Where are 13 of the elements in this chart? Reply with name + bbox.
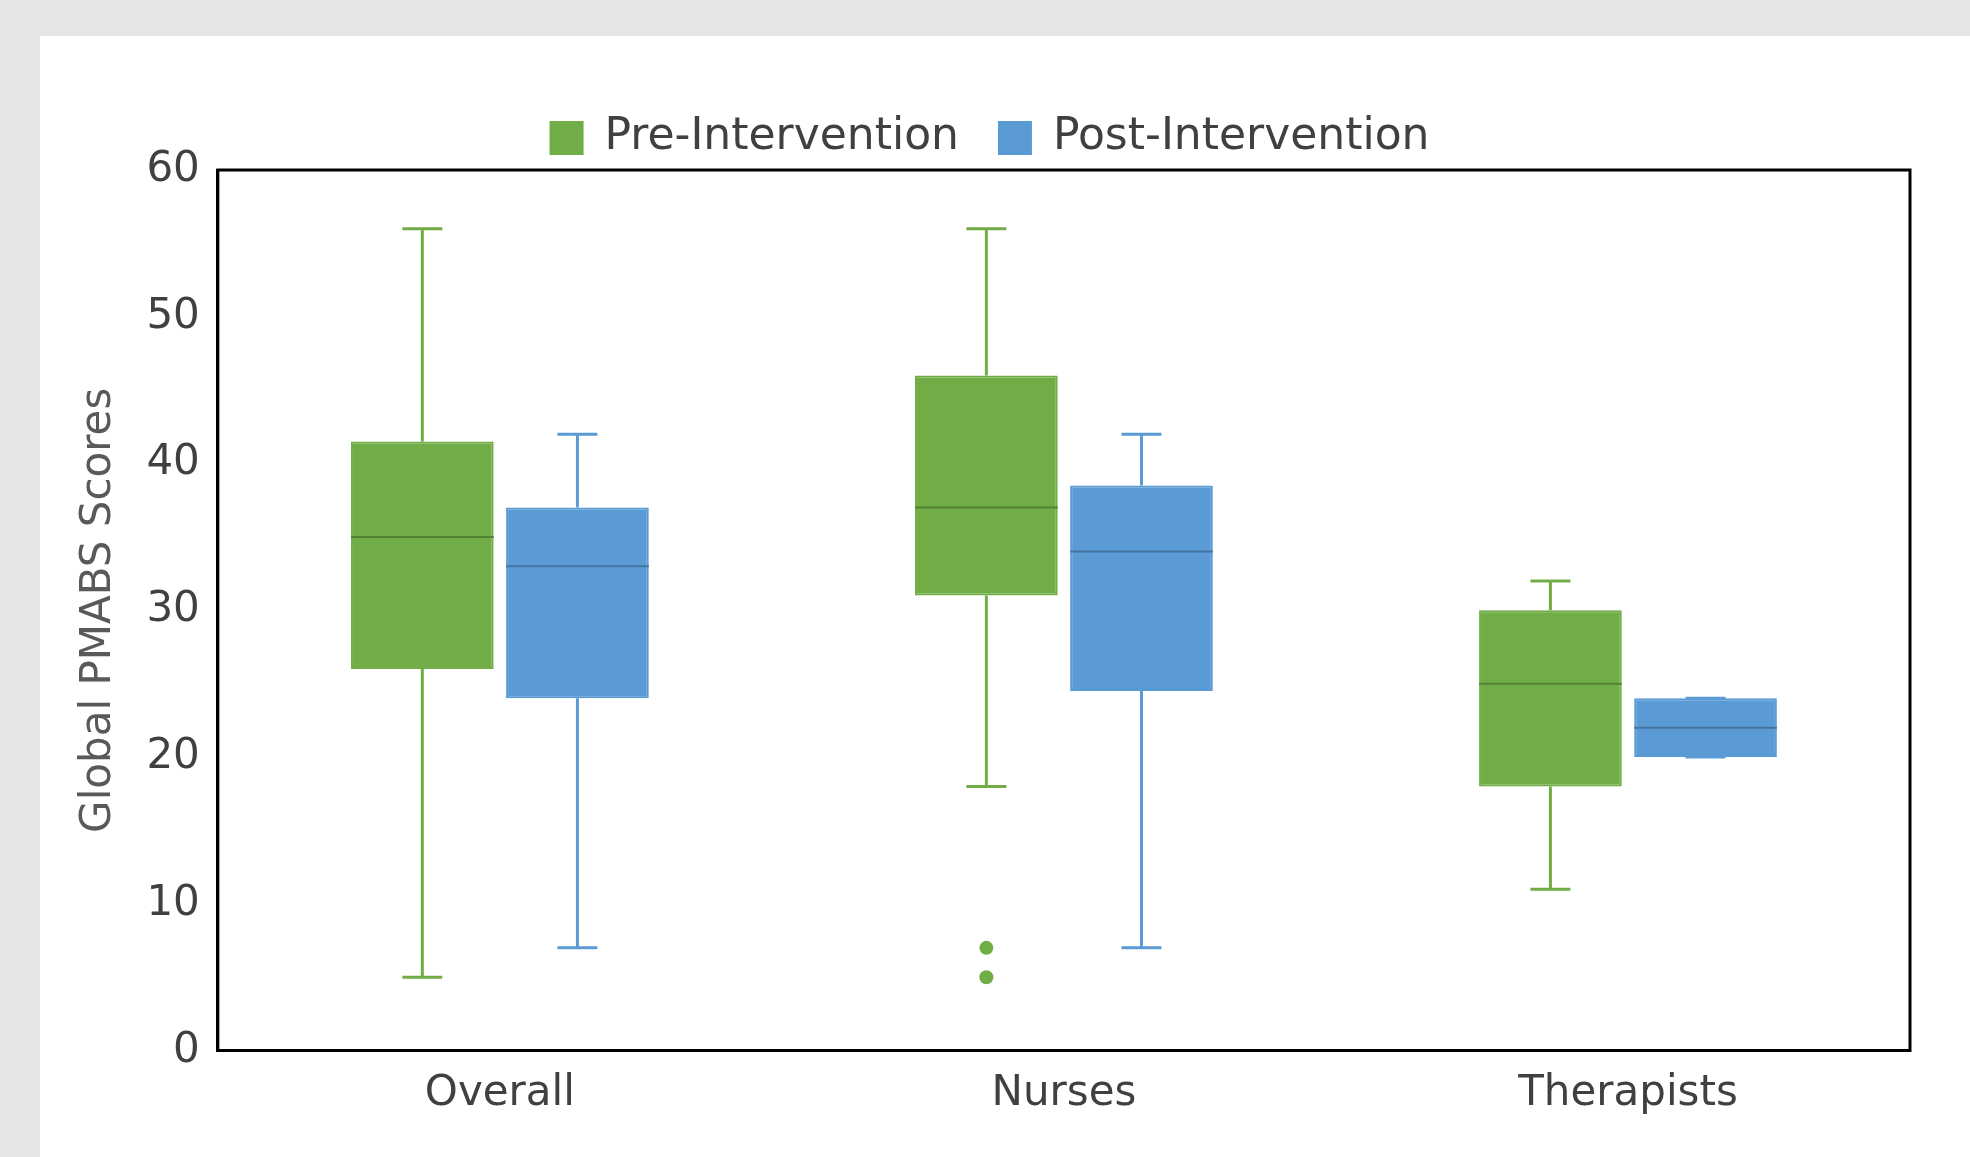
- legend-label: Pre-Intervention: [604, 108, 959, 160]
- y-tick-label: 20: [146, 728, 200, 778]
- y-tick-label: 60: [146, 141, 200, 191]
- x-tick-label: Therapists: [1517, 1065, 1738, 1115]
- y-tick-label: 30: [146, 582, 200, 632]
- y-tick-label: 50: [146, 288, 200, 338]
- y-tick-label: 10: [146, 875, 200, 925]
- y-tick-label: 40: [146, 435, 200, 485]
- x-tick-label: Nurses: [991, 1065, 1137, 1115]
- x-tick-label: Overall: [424, 1065, 575, 1115]
- legend-label: Post-Intervention: [1052, 108, 1430, 160]
- y-axis-title: Global PMABS Scores: [71, 387, 121, 833]
- y-tick-label: 0: [173, 1022, 200, 1072]
